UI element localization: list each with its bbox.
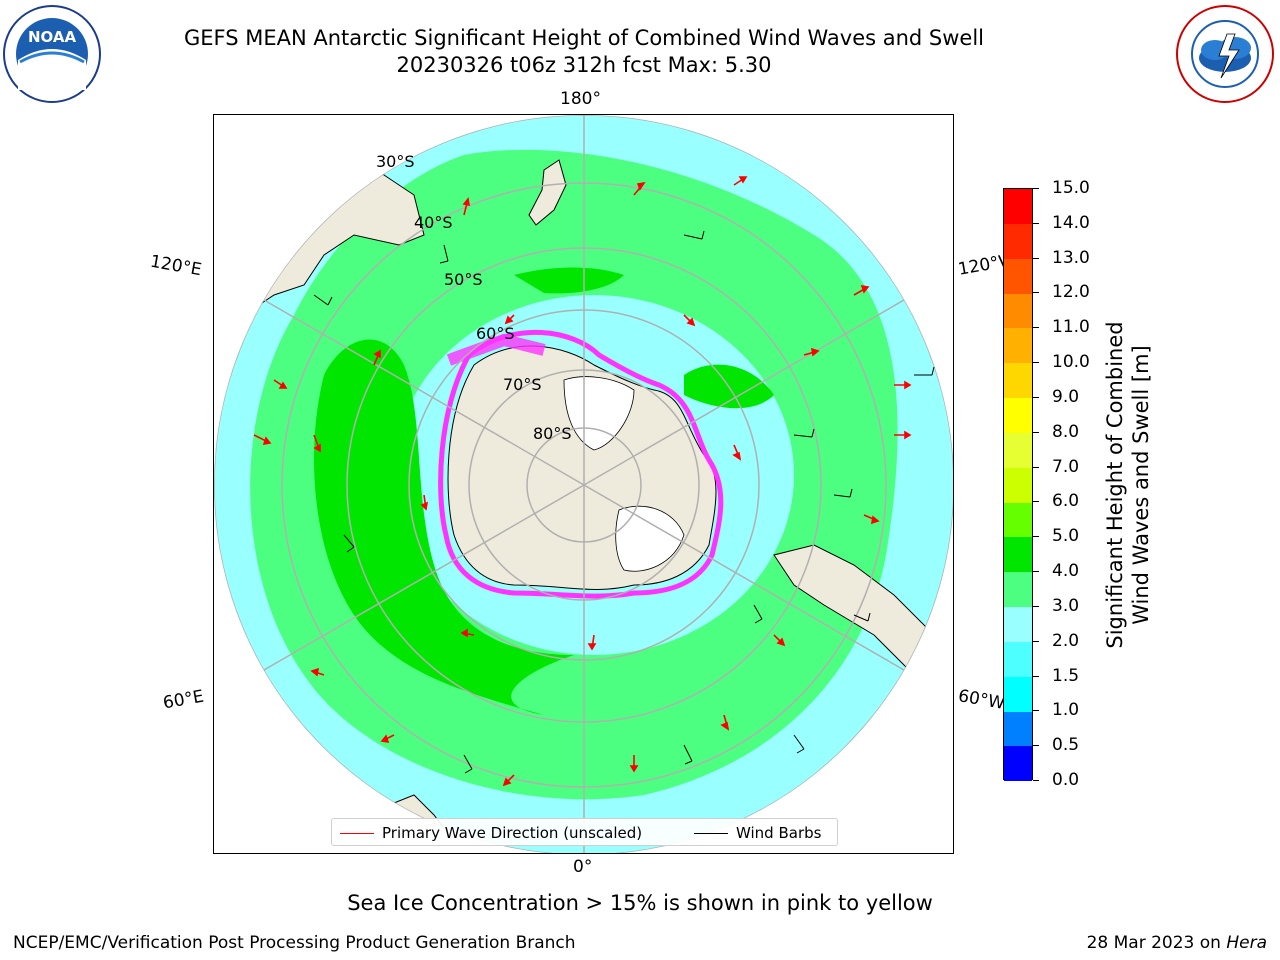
colorbar-segment xyxy=(1004,467,1032,503)
colorbar-tick-label: 6.0 xyxy=(1052,491,1080,512)
colorbar-tick-label: 4.0 xyxy=(1052,561,1080,582)
red-line-swatch xyxy=(340,832,374,834)
colorbar-tick-mark xyxy=(1033,605,1039,607)
colorbar xyxy=(1003,188,1033,782)
colorbar-segment xyxy=(1004,397,1032,433)
colorbar-tick-label: 1.0 xyxy=(1052,700,1080,721)
colorbar-tick-label: 13.0 xyxy=(1052,247,1090,268)
colorbar-tick-mark xyxy=(1033,188,1039,189)
colorbar-tick-mark xyxy=(1033,675,1039,677)
colorbar-segment xyxy=(1004,363,1032,399)
lat-label-70s: 70°S xyxy=(503,375,542,394)
colorbar-tick-mark xyxy=(1033,362,1039,364)
chart-title: GEFS MEAN Antarctic Significant Height o… xyxy=(183,26,985,50)
colorbar-tick-label: 3.0 xyxy=(1052,595,1080,616)
legend-item-wind-barbs: Wind Barbs xyxy=(694,824,821,842)
colorbar-tick-label: 10.0 xyxy=(1052,352,1090,373)
lat-label-80s: 80°S xyxy=(533,424,572,443)
colorbar-tick-label: 12.0 xyxy=(1052,282,1090,303)
colorbar-segment xyxy=(1004,746,1032,782)
colorbar-tick-label: 14.0 xyxy=(1052,212,1090,233)
noaa-logo: NOAA xyxy=(3,5,101,103)
footer-credit: NCEP/EMC/Verification Post Processing Pr… xyxy=(13,933,576,953)
legend-label-wind-barbs: Wind Barbs xyxy=(736,824,822,842)
legend-item-wave-direction: Primary Wave Direction (unscaled) xyxy=(340,824,642,842)
lon-label-0: 0° xyxy=(573,857,593,877)
lon-label-120w: 120°W xyxy=(956,252,1006,280)
colorbar-tick-label: 15.0 xyxy=(1052,178,1090,198)
colorbar-tick-mark xyxy=(1033,466,1039,468)
colorbar-segment xyxy=(1004,606,1032,642)
land-new-zealand xyxy=(528,159,567,226)
colorbar-label-line1: Significant Height of Combined xyxy=(1103,321,1127,649)
colorbar-tick-mark xyxy=(1033,710,1039,712)
colorbar-tick-label: 9.0 xyxy=(1052,386,1080,407)
map-panel xyxy=(213,114,954,854)
colorbar-tick-label: 0.5 xyxy=(1052,735,1080,756)
sea-ice-note: Sea Ice Concentration > 15% is shown in … xyxy=(347,891,933,915)
polar-map xyxy=(214,115,953,853)
graticule xyxy=(214,115,953,853)
colorbar-tick-label: 1.5 xyxy=(1052,665,1080,686)
colorbar-segment xyxy=(1004,711,1032,747)
wave-band-4-5m xyxy=(314,339,574,715)
colorbar-tick-mark xyxy=(1033,536,1039,538)
ice-shelf-ross xyxy=(563,376,635,451)
colorbar-tick-label: 5.0 xyxy=(1052,526,1080,547)
lat-label-60s: 60°S xyxy=(476,324,515,343)
footer-date: 28 Mar 2023 on Hera xyxy=(1087,933,1267,953)
colorbar-segment xyxy=(1004,676,1032,712)
lon-label-120e: 120°E xyxy=(148,251,204,281)
colorbar-segment xyxy=(1004,572,1032,608)
colorbar-tick-mark xyxy=(1033,571,1039,573)
footer-date-text: 28 Mar 2023 on xyxy=(1086,933,1227,953)
colorbar-segment xyxy=(1004,328,1032,364)
colorbar-tick-mark xyxy=(1033,745,1039,747)
colorbar-tick-mark xyxy=(1033,257,1039,259)
colorbar-tick-mark xyxy=(1033,640,1039,642)
colorbar-label: Significant Height of Combined Wind Wave… xyxy=(1102,205,1154,765)
colorbar-tick-mark xyxy=(1033,431,1039,433)
colorbar-tick-label: 7.0 xyxy=(1052,456,1080,477)
lat-label-50s: 50°S xyxy=(444,270,483,289)
colorbar-segment xyxy=(1004,537,1032,573)
colorbar-tick-mark xyxy=(1033,222,1039,224)
ice-shelf-weddell xyxy=(615,505,685,572)
colorbar-segment xyxy=(1004,258,1032,294)
svg-text:NOAA: NOAA xyxy=(28,28,77,46)
colorbar-segment xyxy=(1004,502,1032,538)
colorbar-tick-label: 8.0 xyxy=(1052,421,1080,442)
lat-label-40s: 40°S xyxy=(414,213,453,232)
colorbar-segment xyxy=(1004,223,1032,259)
colorbar-tick-label: 11.0 xyxy=(1052,317,1090,338)
wind-barbs xyxy=(313,230,935,774)
nws-logo xyxy=(1176,5,1274,103)
black-line-swatch xyxy=(694,832,728,834)
colorbar-tick-label: 0.0 xyxy=(1052,770,1080,790)
colorbar-tick-mark xyxy=(1033,292,1039,294)
colorbar-segment xyxy=(1004,432,1032,468)
lon-label-180: 180° xyxy=(560,89,601,109)
sea-ice-edge xyxy=(438,329,724,599)
chart-subtitle: 20230326 t06z 312h fcst Max: 5.30 xyxy=(396,53,772,77)
lat-label-30s: 30°S xyxy=(376,152,415,171)
lon-label-60w: 60°W xyxy=(956,686,1006,714)
map-legend: Primary Wave Direction (unscaled) Wind B… xyxy=(331,818,838,846)
colorbar-segment xyxy=(1004,293,1032,329)
legend-label-wave-direction: Primary Wave Direction (unscaled) xyxy=(382,824,643,842)
colorbar-tick-mark xyxy=(1033,501,1039,503)
colorbar-segment xyxy=(1004,189,1032,224)
lon-label-60e: 60°E xyxy=(161,686,206,714)
footer-host: Hera xyxy=(1226,933,1267,953)
wave-direction-arrows xyxy=(253,176,912,787)
colorbar-segment xyxy=(1004,641,1032,677)
colorbar-label-line2: Wind Waves and Swell [m] xyxy=(1129,345,1153,625)
colorbar-tick-mark xyxy=(1033,396,1039,398)
colorbar-tick-label: 2.0 xyxy=(1052,630,1080,651)
colorbar-tick-mark xyxy=(1033,780,1039,781)
colorbar-tick-mark xyxy=(1033,327,1039,329)
